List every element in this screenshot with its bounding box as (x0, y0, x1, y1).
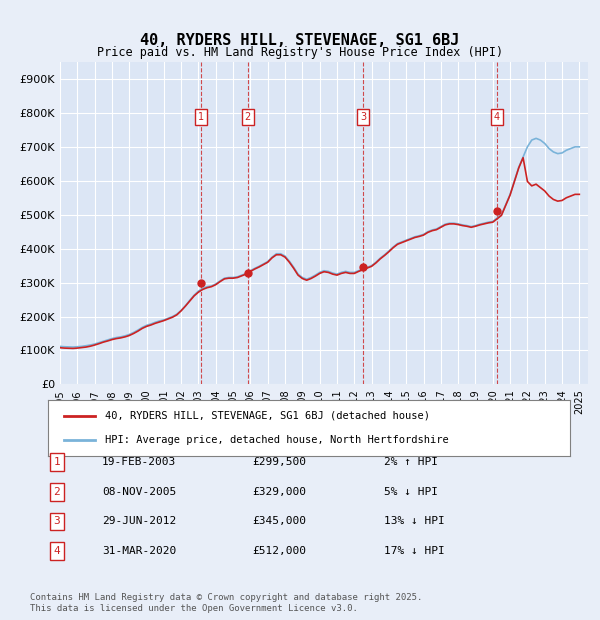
Text: £512,000: £512,000 (252, 546, 306, 556)
Text: 17% ↓ HPI: 17% ↓ HPI (384, 546, 445, 556)
Text: Contains HM Land Registry data © Crown copyright and database right 2025.
This d: Contains HM Land Registry data © Crown c… (30, 593, 422, 613)
Text: HPI: Average price, detached house, North Hertfordshire: HPI: Average price, detached house, Nort… (106, 435, 449, 445)
Text: 1: 1 (197, 112, 204, 122)
Text: 4: 4 (494, 112, 500, 122)
Text: £329,000: £329,000 (252, 487, 306, 497)
Text: 08-NOV-2005: 08-NOV-2005 (102, 487, 176, 497)
Text: 2: 2 (245, 112, 251, 122)
Text: £345,000: £345,000 (252, 516, 306, 526)
Text: 2: 2 (53, 487, 61, 497)
Text: 4: 4 (53, 546, 61, 556)
Text: 1: 1 (53, 457, 61, 467)
Text: 3: 3 (53, 516, 61, 526)
Text: 40, RYDERS HILL, STEVENAGE, SG1 6BJ: 40, RYDERS HILL, STEVENAGE, SG1 6BJ (140, 33, 460, 48)
Text: 3: 3 (360, 112, 366, 122)
Text: 29-JUN-2012: 29-JUN-2012 (102, 516, 176, 526)
Text: Price paid vs. HM Land Registry's House Price Index (HPI): Price paid vs. HM Land Registry's House … (97, 46, 503, 59)
Text: £299,500: £299,500 (252, 457, 306, 467)
Text: 2% ↑ HPI: 2% ↑ HPI (384, 457, 438, 467)
Text: 13% ↓ HPI: 13% ↓ HPI (384, 516, 445, 526)
Text: 5% ↓ HPI: 5% ↓ HPI (384, 487, 438, 497)
Text: 40, RYDERS HILL, STEVENAGE, SG1 6BJ (detached house): 40, RYDERS HILL, STEVENAGE, SG1 6BJ (det… (106, 410, 430, 420)
Text: 31-MAR-2020: 31-MAR-2020 (102, 546, 176, 556)
Text: 19-FEB-2003: 19-FEB-2003 (102, 457, 176, 467)
